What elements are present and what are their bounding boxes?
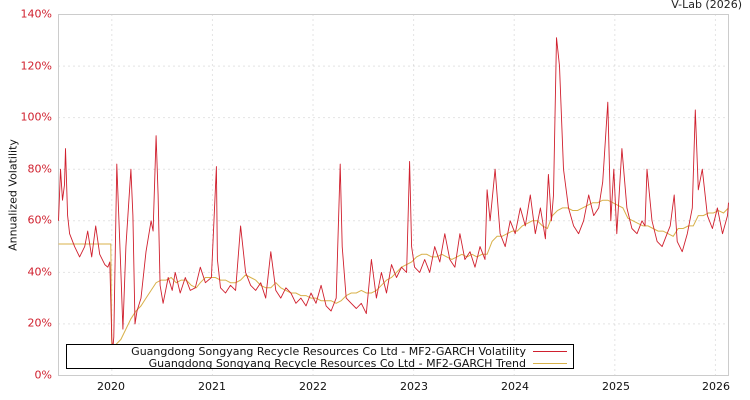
x-tick-2026: 2026 [702,380,730,393]
plot-frame [58,14,729,376]
x-tick-2020: 2020 [97,380,125,393]
legend-label-volatility: Guangdong Songyang Recycle Resources Co … [131,344,526,358]
volatility-series-line [58,37,729,351]
x-tick-2023: 2023 [400,380,428,393]
x-tick-2025: 2025 [602,380,630,393]
y-tick-80: 80% [27,162,52,176]
y-tick-100: 100% [20,110,52,124]
y-tick-0: 0% [34,368,52,382]
x-tick-2022: 2022 [299,380,327,393]
y-tick-120: 120% [20,59,52,73]
legend-item-trend: Guangdong Songyang Recycle Resources Co … [148,356,567,370]
y-tick-60: 60% [27,213,52,227]
vlab-credit: V-Lab (2026) [671,0,742,11]
gridlines [58,14,729,376]
y-tick-40: 40% [27,265,52,279]
y-tick-20: 20% [27,316,52,330]
legend-item-volatility: Guangdong Songyang Recycle Resources Co … [131,344,567,358]
chart-legend: Guangdong Songyang Recycle Resources Co … [66,344,574,370]
legend-swatch-volatility [533,350,567,352]
x-tick-2021: 2021 [198,380,226,393]
x-tick-2024: 2024 [501,380,529,393]
legend-swatch-trend [533,362,567,364]
y-tick-140: 140% [20,7,52,21]
legend-label-trend: Guangdong Songyang Recycle Resources Co … [148,356,526,370]
trend-series-line [58,199,729,352]
